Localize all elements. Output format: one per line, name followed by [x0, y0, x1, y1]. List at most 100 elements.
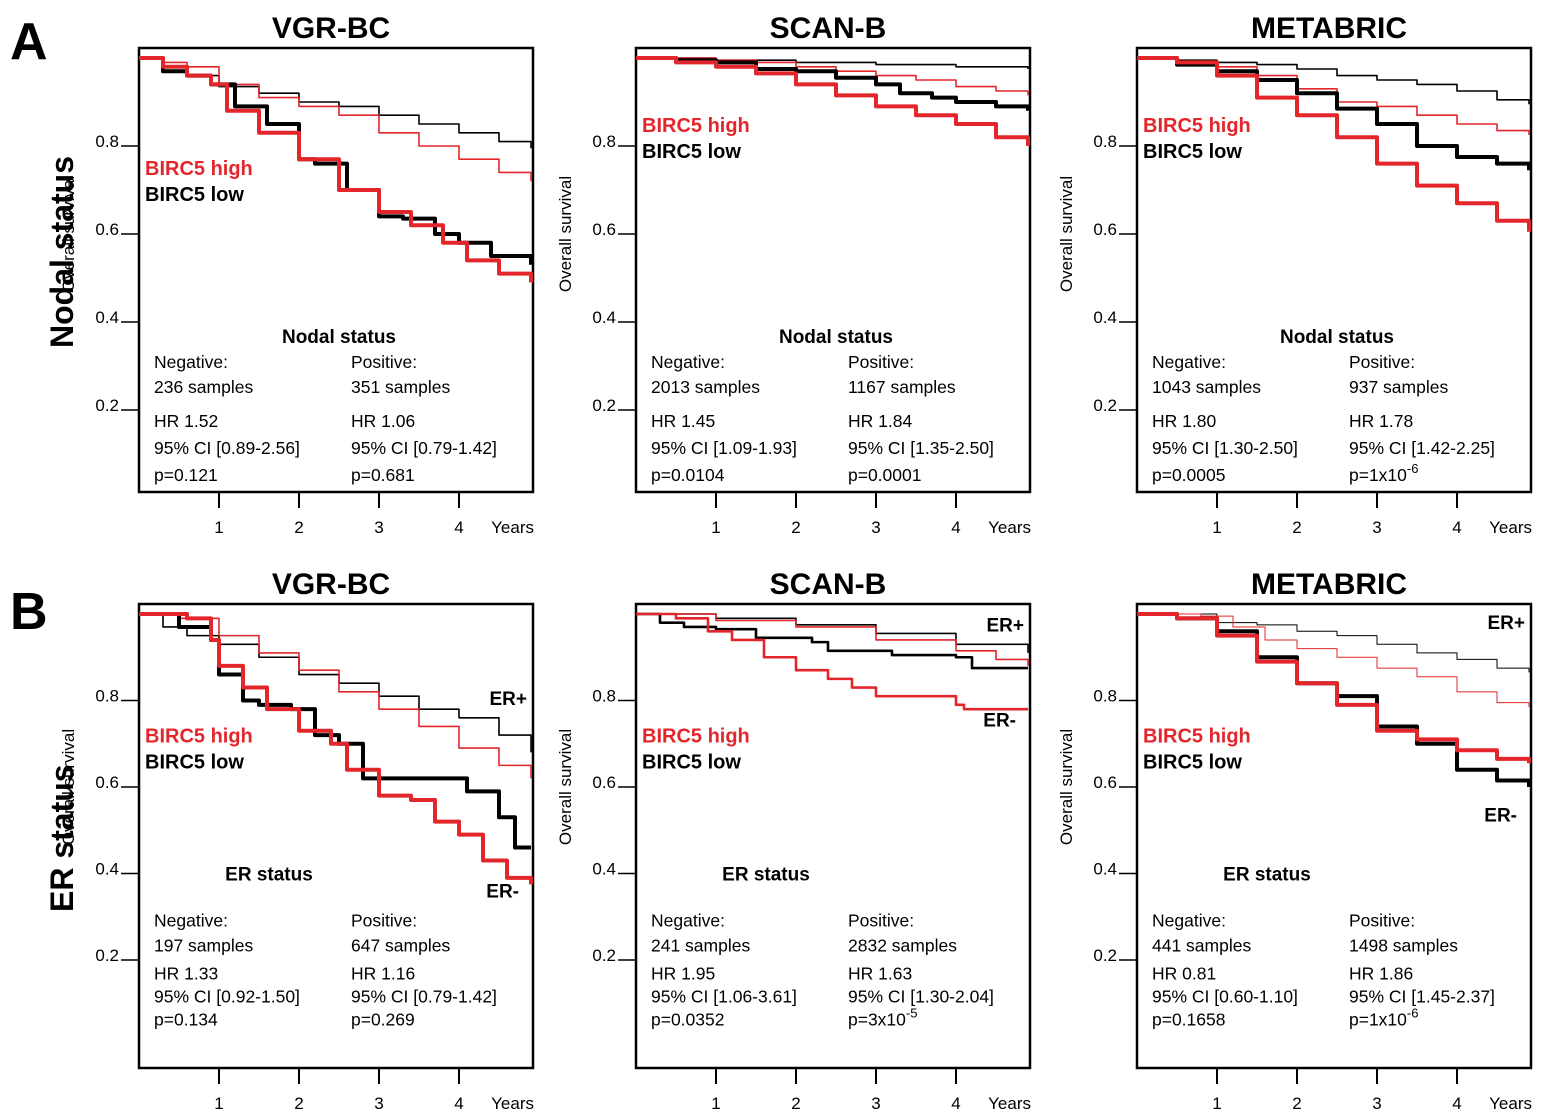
stats-negative-ci: 95% CI [1.06-3.61]: [651, 987, 797, 1007]
stats-positive-samples: 647 samples: [351, 936, 450, 956]
stats-positive-p: p=0.269: [351, 1010, 415, 1030]
stats-positive-ci: 95% CI [1.42-2.25]: [1349, 438, 1495, 458]
km-curve-birc5-high-negative: [636, 57, 1029, 96]
legend-birc5-high: BIRC5 high: [1143, 115, 1251, 137]
legend-birc5-low: BIRC5 low: [642, 141, 741, 163]
stats-negative-group-label: Negative:: [154, 911, 228, 931]
y-tick-label: 0.8: [95, 687, 119, 706]
km-panel-metabric-a: METABRIC Overall survival 0.2 0.4 0.6 0.8 1 2 3 4…: [1047, 0, 1543, 545]
legend-birc5-high: BIRC5 high: [1143, 726, 1251, 748]
km-panel-scan-b-b: SCAN-B Overall survival 0.2 0.4 0.6 0.8 1 2 3 4 Ye…: [546, 0, 1046, 1112]
y-tick-label: 0.6: [95, 220, 119, 239]
panel-title: SCAN-B: [770, 12, 887, 45]
y-axis-label: Overall survival: [59, 176, 78, 292]
stats-negative-samples: 197 samples: [154, 936, 253, 956]
stats-positive-ci: 95% CI [1.35-2.50]: [848, 438, 994, 458]
x-axis-unit-label: Years: [988, 1094, 1031, 1112]
plot-frame: [137, 602, 535, 1070]
panel-title: METABRIC: [1251, 12, 1407, 45]
y-tick-label: 0.8: [1093, 687, 1117, 706]
x-tick-label: 2: [791, 1094, 800, 1112]
legend-birc5-high: BIRC5 high: [145, 158, 253, 180]
x-tick-label: 1: [711, 1094, 720, 1112]
stats-negative-group-label: Negative:: [1152, 352, 1226, 372]
legend-birc5-high: BIRC5 high: [145, 726, 253, 748]
stats-positive-group-label: Positive:: [351, 911, 417, 931]
p-value-exponent: -6: [1407, 1006, 1419, 1021]
x-tick-label: 3: [1372, 1094, 1381, 1112]
y-tick-label: 0.4: [95, 860, 119, 879]
y-tick-label: 0.4: [592, 860, 616, 879]
group-label-er-negative: ER-: [1484, 806, 1517, 827]
plot-frame: [634, 602, 1032, 1070]
x-tick-label: 1: [711, 518, 720, 537]
y-tick-label: 0.2: [1093, 946, 1117, 965]
stats-negative-group-label: Negative:: [651, 352, 725, 372]
stats-negative-p: p=0.0005: [1152, 465, 1225, 485]
stats-negative-group-label: Negative:: [651, 911, 725, 931]
stats-negative-samples: 1043 samples: [1152, 377, 1261, 397]
km-panel-vgr-bc-b: VGR-BC Overall survival 0.2 0.4 0.6 0.8 1 2 3 4 Ye…: [49, 0, 549, 1112]
y-tick-label: 0.2: [592, 396, 616, 415]
y-tick-label: 0.2: [95, 946, 119, 965]
stats-negative-hr: HR 0.81: [1152, 964, 1216, 984]
stats-positive-p: p=0.0001: [848, 465, 921, 485]
row-letter-b: B: [10, 583, 48, 641]
row-letter-a: A: [10, 13, 48, 71]
stats-negative-group-label: Negative:: [154, 352, 228, 372]
stats-heading: Nodal status: [1280, 327, 1394, 348]
x-tick-label: 3: [871, 1094, 880, 1112]
km-panel-metabric-b: METABRIC Overall survival 0.2 0.4 0.6 0.8 1 2 3 4…: [1047, 0, 1543, 1112]
x-axis-unit-label: Years: [1489, 518, 1532, 537]
stats-positive-hr: HR 1.63: [848, 964, 912, 984]
x-tick-label: 2: [294, 518, 303, 537]
stats-negative-ci: 95% CI [0.92-1.50]: [154, 987, 300, 1007]
y-axis-label: Overall survival: [1057, 729, 1076, 845]
km-curve-birc5-high-positive: [1137, 56, 1531, 232]
x-tick-label: 4: [454, 1094, 463, 1112]
stats-positive-samples: 1167 samples: [848, 377, 956, 397]
y-tick-label: 0.6: [1093, 773, 1117, 792]
x-axis-unit-label: Years: [988, 518, 1031, 537]
stats-positive-p: p=3x10-5: [848, 1006, 917, 1030]
stats-positive-p: p=1x10-6: [1349, 461, 1418, 485]
km-plot-vgr-bc-b: VGR-BC Overall survival 0.2 0.4 0.6 0.8 1 2 3 4 Ye…: [59, 568, 535, 1112]
stats-negative-samples: 236 samples: [154, 377, 253, 397]
km-curve-birc5-high-er: [139, 612, 533, 885]
stats-positive-group-label: Positive:: [848, 911, 914, 931]
km-curve-birc5-high-er: [1137, 613, 1530, 707]
y-axis-label: Overall survival: [1057, 176, 1076, 292]
stats-negative-group-label: Negative:: [1152, 911, 1226, 931]
stats-positive-hr: HR 1.06: [351, 411, 415, 431]
km-curve-birc5-high-er: [139, 613, 532, 779]
stats-negative-samples: 241 samples: [651, 936, 750, 956]
stats-positive-samples: 2832 samples: [848, 936, 957, 956]
km-curve-birc5-high-positive: [636, 56, 1030, 146]
x-axis-unit-label: Years: [491, 1094, 534, 1112]
legend-birc5-high: BIRC5 high: [642, 115, 750, 137]
x-tick-label: 2: [294, 1094, 303, 1112]
y-tick-label: 0.8: [592, 132, 616, 151]
stats-negative-samples: 2013 samples: [651, 377, 760, 397]
legend-birc5-low: BIRC5 low: [145, 752, 244, 774]
stats-negative-hr: HR 1.95: [651, 964, 715, 984]
x-tick-label: 4: [951, 1094, 960, 1112]
legend-birc5-high: BIRC5 high: [642, 726, 750, 748]
stats-negative-ci: 95% CI [0.60-1.10]: [1152, 987, 1298, 1007]
stats-positive-samples: 937 samples: [1349, 377, 1448, 397]
stats-heading: Nodal status: [779, 327, 893, 348]
y-tick-label: 0.6: [1093, 220, 1117, 239]
y-tick-label: 0.2: [592, 946, 616, 965]
stats-positive-ci: 95% CI [1.30-2.04]: [848, 987, 994, 1007]
stats-positive-samples: 351 samples: [351, 377, 450, 397]
stats-heading: ER status: [1223, 865, 1311, 886]
stats-negative-p: p=0.0104: [651, 465, 725, 485]
stats-positive-hr: HR 1.16: [351, 964, 415, 984]
stats-negative-samples: 441 samples: [1152, 936, 1251, 956]
legend-birc5-low: BIRC5 low: [1143, 141, 1242, 163]
km-curve-birc5-high-er: [636, 613, 1029, 666]
stats-positive-p: p=1x10-6: [1349, 1006, 1418, 1030]
stats-positive-ci: 95% CI [0.79-1.42]: [351, 987, 497, 1007]
km-curve-birc5-high-positive: [139, 56, 533, 283]
stats-negative-ci: 95% CI [0.89-2.56]: [154, 438, 300, 458]
